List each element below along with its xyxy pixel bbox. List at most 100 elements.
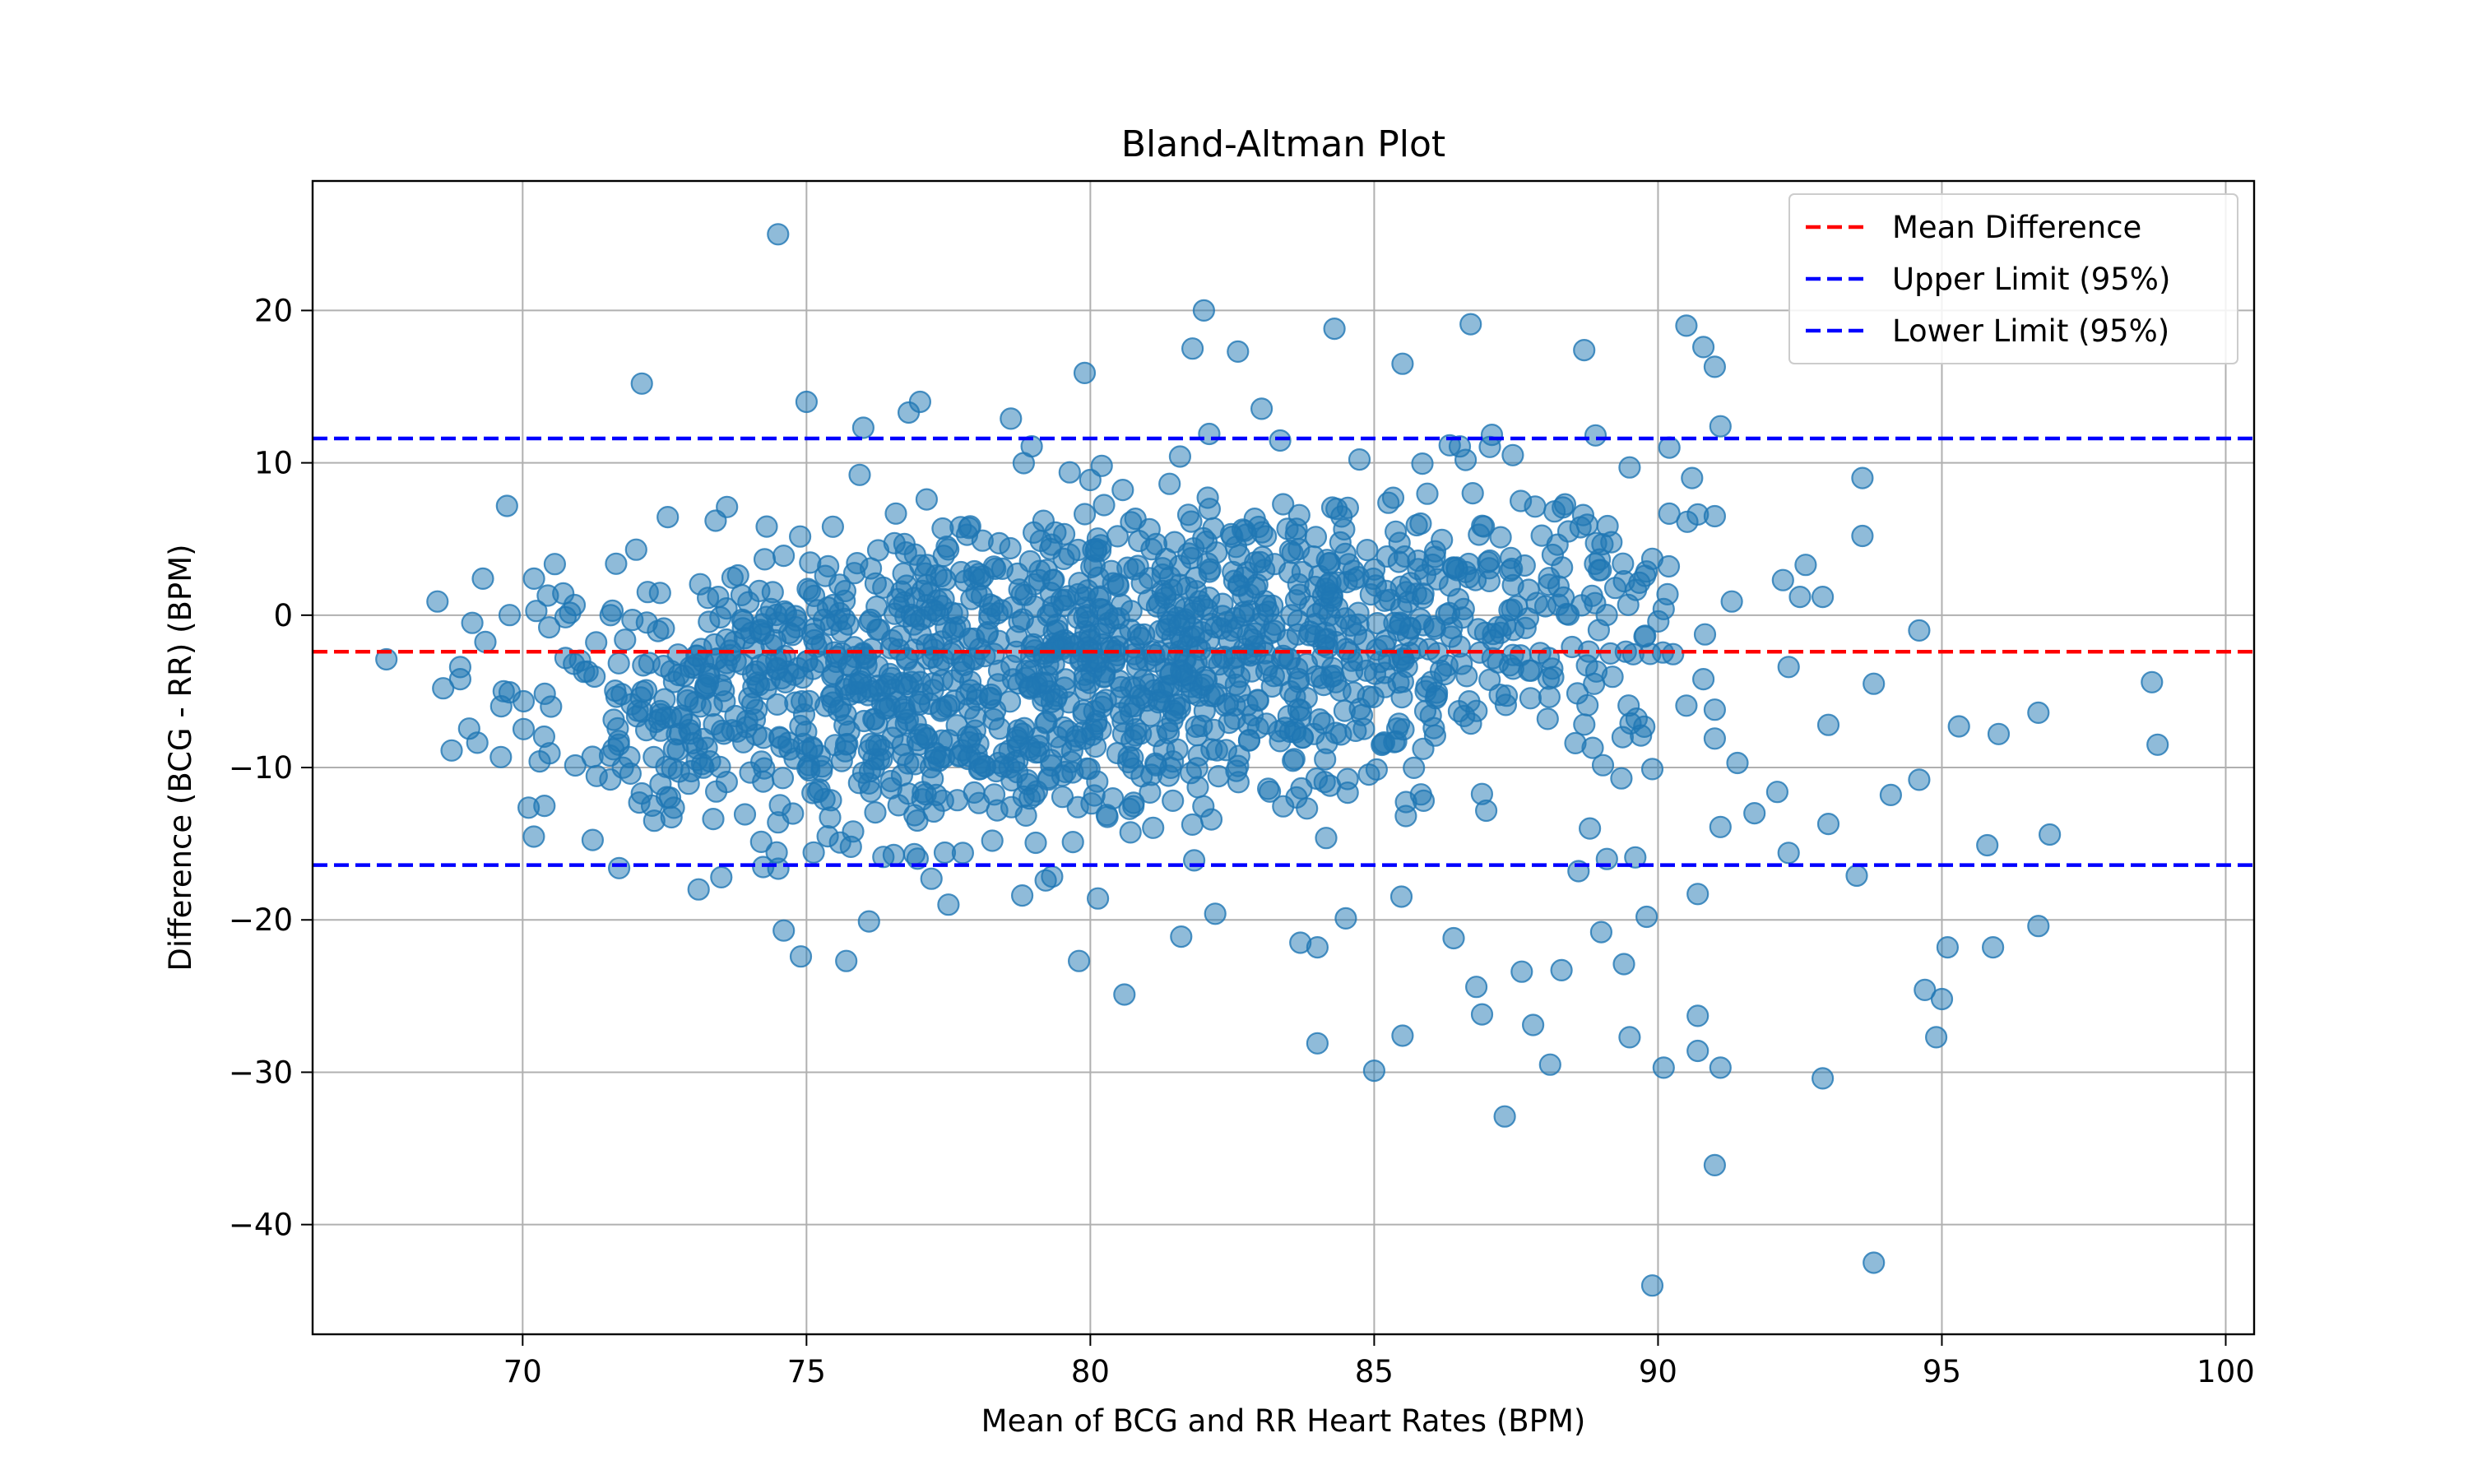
data-point [772,600,796,623]
data-point [1863,1251,1886,1274]
data-point [1610,767,1633,790]
data-point [861,679,884,703]
data-point [1144,724,1168,748]
data-point [498,604,522,627]
data-point [1011,722,1034,745]
y-tick-label: −40 [229,1208,293,1243]
data-point [448,667,472,691]
data-point [1204,902,1227,925]
data-point [1465,699,1488,722]
data-point [754,677,777,701]
data-point [1383,730,1406,754]
data-point [1550,958,1573,982]
data-point [624,538,647,561]
data-point [533,794,556,818]
data-point [883,531,906,554]
data-point [980,683,1003,707]
data-point [903,804,926,827]
data-point [1925,1026,1948,1049]
data-point [990,557,1014,581]
data-point [953,653,976,677]
data-point [709,605,732,629]
data-point [915,488,939,511]
y-tick-label: 20 [254,293,293,328]
data-point [1489,526,1512,549]
data-point [1323,318,1346,341]
data-point [1536,707,1559,730]
data-point [1461,481,1484,505]
data-point [636,581,659,604]
data-point [1046,726,1069,749]
data-point [935,616,958,639]
x-tick-label: 85 [1355,1354,1394,1389]
legend-box [1788,193,2238,364]
data-point [881,726,904,749]
data-point [1987,722,2011,745]
data-point [440,739,463,762]
data-point [1090,691,1114,714]
data-point [1407,558,1430,581]
data-point [1777,842,1800,865]
data-point [1600,531,1623,554]
data-point [1652,597,1675,621]
data-point [1018,550,1041,573]
data-point [816,824,839,848]
data-point [938,693,961,717]
data-point [1573,713,1596,736]
legend-label: Upper Limit (95%) [1892,262,2170,297]
plot-frame [311,179,2256,1336]
data-point [1851,466,1874,489]
data-point [1093,494,1116,517]
data-point [810,755,833,778]
data-point [835,949,858,972]
data-point [1329,679,1352,703]
data-point [1771,568,1794,591]
data-point [1182,849,1206,872]
data-point [1538,685,1561,708]
data-point [1269,429,1292,452]
data-point [1423,545,1446,568]
data-point [564,754,587,777]
data-point [1459,313,1482,336]
data-point [1777,656,1800,679]
data-point [860,732,883,755]
data-point [973,644,996,668]
data-point [1348,448,1371,471]
data-point [1246,689,1269,712]
legend-label: Lower Limit (95%) [1892,313,2169,349]
data-point [525,600,548,623]
data-point [1519,687,1542,710]
data-point [913,723,936,746]
data-point [1583,672,1606,695]
data-point [1106,574,1130,598]
data-point [1618,1026,1641,1049]
data-point [1272,795,1295,818]
data-point [474,630,497,654]
data-point [619,762,643,786]
data-point [1612,552,1635,575]
data-point [941,669,965,692]
data-point [1052,594,1075,618]
data-point [1365,758,1389,781]
data-point [1720,590,1743,613]
data-point [1556,520,1580,543]
data-point [988,717,1011,740]
reference-lines [313,436,2254,867]
data-point [1446,587,1470,611]
data-point [1743,801,1766,825]
data-point [797,689,821,712]
data-point [851,761,875,784]
data-point [1709,815,1732,838]
data-point [1147,691,1170,714]
data-point [799,551,822,574]
data-point [1113,983,1136,1006]
data-point [1005,761,1029,784]
data-point [1482,628,1505,652]
data-point [1387,550,1410,573]
data-point [1122,795,1145,818]
data-point [814,564,837,587]
data-point [806,599,829,622]
data-point [1125,717,1148,741]
data-point [859,780,883,803]
data-point [1198,498,1222,521]
